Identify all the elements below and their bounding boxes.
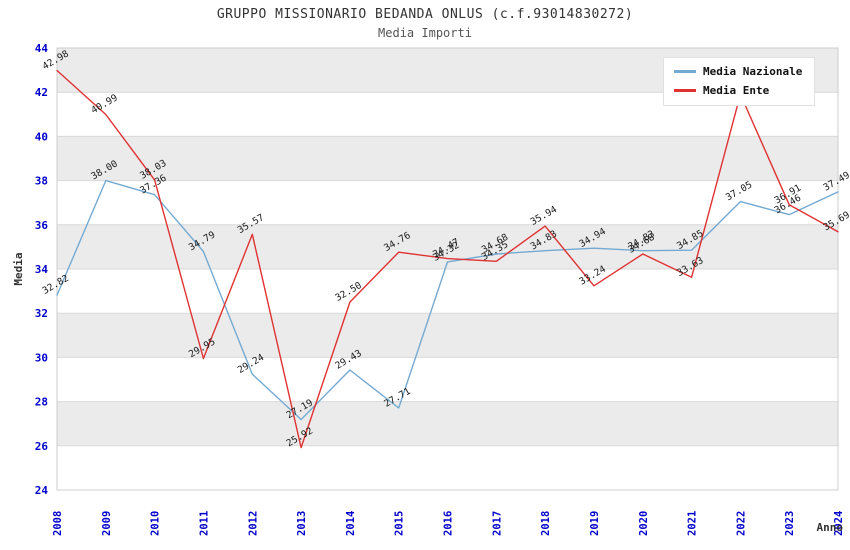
x-tick-label: 2016 (443, 511, 455, 536)
plot-band (57, 269, 838, 314)
x-axis-title: Anno (817, 521, 844, 534)
y-tick-label: 38 (35, 175, 48, 188)
y-tick-label: 36 (35, 219, 49, 232)
plot-band (57, 313, 838, 358)
legend-line-swatch-ente (674, 89, 696, 92)
x-tick-label: 2009 (101, 511, 113, 536)
x-tick-label: 2024 (833, 511, 845, 536)
y-tick-label: 40 (35, 130, 48, 143)
y-tick-label: 28 (35, 396, 48, 409)
y-tick-label: 32 (35, 307, 48, 320)
x-tick-label: 2010 (150, 511, 162, 536)
legend-item-media-nazionale: Media Nazionale (674, 65, 802, 78)
x-tick-label: 2012 (247, 511, 259, 536)
y-tick-label: 30 (35, 351, 48, 364)
plot-band (57, 445, 838, 490)
y-tick-label: 34 (35, 263, 49, 276)
legend-label-ente: Media Ente (703, 84, 770, 97)
y-axis-title: Media (12, 252, 25, 285)
chart-legend: Media Nazionale Media Ente (663, 57, 816, 106)
y-tick-label: 26 (35, 440, 49, 453)
x-tick-label: 2008 (52, 511, 64, 536)
x-tick-label: 2013 (296, 511, 308, 536)
plot-band (57, 136, 838, 181)
legend-line-swatch-nazionale (674, 70, 696, 73)
x-tick-label: 2020 (638, 511, 650, 536)
chart-subtitle: Media Importi (378, 26, 472, 40)
plot-band (57, 401, 838, 446)
x-tick-label: 2018 (540, 511, 552, 536)
y-tick-label: 42 (35, 86, 48, 99)
plot-band (57, 357, 838, 402)
y-tick-label: 24 (35, 484, 49, 497)
x-tick-label: 2014 (345, 511, 357, 536)
x-tick-label: 2015 (394, 511, 406, 536)
plot-border (56, 47, 839, 491)
x-tick-label: 2011 (198, 511, 210, 536)
x-tick-label: 2021 (687, 511, 699, 536)
series-line-media-nazionale (56, 179, 839, 421)
legend-label-nazionale: Media Nazionale (703, 65, 803, 78)
series-line-media-ente (56, 69, 839, 449)
legend-item-media-ente: Media Ente (674, 84, 802, 97)
y-tick-label: 44 (35, 42, 49, 55)
x-tick-label: 2019 (589, 511, 601, 536)
chart-title: GRUPPO MISSIONARIO BEDANDA ONLUS (c.f.93… (216, 7, 634, 22)
x-tick-label: 2017 (491, 511, 503, 536)
x-tick-label: 2022 (735, 511, 747, 536)
x-tick-label: 2023 (784, 511, 796, 536)
